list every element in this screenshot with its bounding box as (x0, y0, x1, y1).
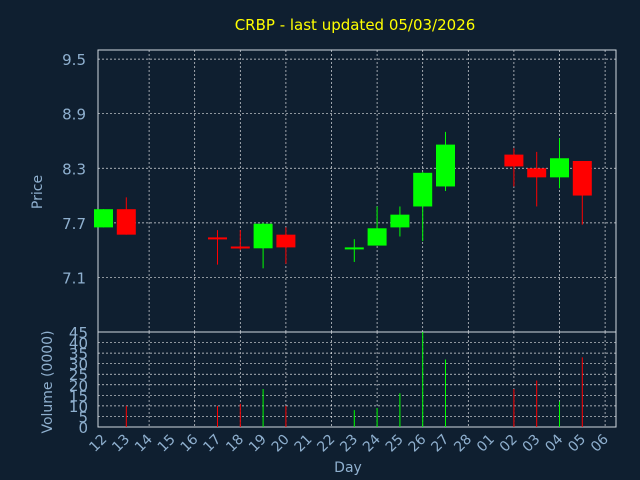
candle-body (367, 228, 387, 246)
candle-body (276, 234, 296, 248)
volume-bars (125, 332, 583, 427)
volume-tick-label: 35 (69, 345, 88, 363)
x-tick-label: 02 (497, 432, 521, 456)
x-tick-label: 22 (314, 432, 338, 456)
candle-body (550, 158, 569, 178)
y-axis-label: Price (30, 175, 46, 209)
x-tick-label: 19 (246, 432, 270, 456)
candle-body (344, 247, 364, 250)
x-tick-label: 01 (474, 432, 498, 456)
candle-body (230, 246, 250, 249)
candle-body (116, 209, 136, 235)
volume-axis-label: Volume (0000) (40, 330, 56, 433)
x-tick-label: 23 (337, 432, 361, 456)
x-tick-label: 12 (86, 432, 110, 456)
candles (94, 131, 592, 269)
candle-body (94, 209, 113, 228)
volume-tick-label: 45 (69, 324, 88, 342)
x-axis-ticks: 1213141516171819202122232425262728010203… (86, 431, 612, 455)
x-tick-label: 18 (223, 432, 247, 456)
price-tick-label: 7.1 (62, 269, 86, 287)
volume-panel-frame (97, 331, 617, 428)
chart-title: CRBP - last updated 05/03/2026 (235, 16, 476, 34)
x-tick-label: 24 (360, 431, 384, 455)
candle-body (436, 144, 455, 187)
price-panel-frame (97, 49, 617, 333)
volume-tick-label: 30 (69, 356, 88, 374)
price-tick-label: 7.7 (62, 215, 86, 233)
candle-body (208, 237, 227, 240)
volume-tick-label: 0 (78, 419, 88, 437)
volume-tick-label: 15 (69, 387, 88, 405)
x-tick-label: 06 (588, 431, 612, 455)
x-tick-label: 04 (542, 431, 566, 455)
x-tick-label: 17 (200, 432, 224, 456)
candle-body (572, 160, 592, 196)
candle-body (527, 168, 547, 178)
candle-body (413, 172, 433, 207)
volume-tick-label: 40 (69, 335, 88, 353)
x-tick-label: 28 (451, 432, 475, 456)
candle-body (390, 214, 410, 228)
x-tick-label: 21 (292, 432, 316, 456)
x-tick-label: 15 (155, 432, 179, 456)
x-tick-label: 13 (109, 432, 133, 456)
x-tick-label: 16 (178, 431, 202, 455)
x-tick-label: 20 (269, 432, 293, 456)
volume-tick-label: 20 (69, 377, 88, 395)
x-tick-label: 05 (565, 432, 589, 456)
x-axis-label: Day (334, 460, 362, 476)
candle-body (504, 154, 524, 167)
x-tick-label: 26 (406, 431, 430, 455)
price-grid (98, 50, 616, 332)
x-tick-label: 14 (132, 431, 156, 455)
x-tick-label: 03 (520, 432, 544, 456)
x-tick-label: 27 (428, 432, 452, 456)
volume-tick-label: 10 (69, 398, 88, 416)
price-tick-label: 8.3 (62, 160, 86, 178)
volume-tick-label: 25 (69, 366, 88, 384)
price-tick-label: 8.9 (62, 106, 86, 124)
volume-grid (98, 331, 616, 427)
x-tick-label: 25 (383, 432, 407, 456)
price-tick-label: 9.5 (62, 51, 86, 69)
volume-tick-label: 5 (78, 408, 88, 426)
candle-body (253, 223, 273, 249)
price-axis-ticks: 7.1 7.7 8.3 8.9 9.5 (62, 51, 86, 287)
